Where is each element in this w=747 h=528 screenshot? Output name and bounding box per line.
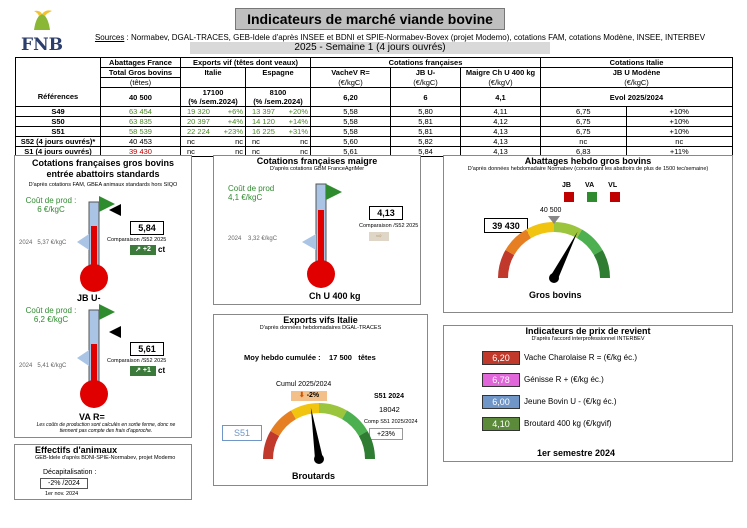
sources-line: Sources : Normabev, DGAL-TRACES, GEB-Ide… (85, 33, 715, 42)
cost-indicator-row: 6,00 Jeune Bovin U - (€/kg éc.) (482, 395, 682, 409)
cost-label: Jeune Bovin U - (€/kg éc.) (524, 397, 617, 406)
panel-effectifs: Effectifs d'animaux GEB-Idele d'après BD… (14, 444, 192, 500)
gauge-needle (310, 407, 323, 460)
sources-label: Sources (94, 33, 125, 42)
bull-logo-icon (34, 10, 52, 30)
gauge-segment (291, 403, 319, 420)
week-box: S51 (222, 425, 262, 441)
cost-value: 6,20 (482, 351, 520, 365)
maigre-value: 4,13 (369, 206, 403, 220)
exports-gauge (263, 403, 375, 464)
abattages-value: 39 430 (484, 218, 528, 233)
cost-value: 6,00 (482, 395, 520, 409)
gauge-segment (263, 431, 280, 459)
gauge-segment (577, 229, 603, 255)
cost-indicator-row: 6,78 Génisse R + (€/kg éc.) (482, 373, 682, 387)
maigre-name: Ch U 400 kg (309, 291, 361, 301)
references-row: Références 40 500 17100 (% /sem.2024) 810… (15, 87, 733, 107)
cost-label: Génisse R + (€/kg éc.) (524, 375, 604, 384)
gauge-segment (593, 250, 610, 278)
va-name: VA R= (79, 412, 105, 422)
abattages-reference: 40 500 (540, 207, 562, 214)
gauge-segment (319, 403, 347, 420)
gauge-label: Gros bovins (529, 290, 582, 300)
panel-prix-revient: Indicateurs de prix de revient D'après l… (443, 325, 733, 462)
table-row: S49 63 454 19 320 +6% 13 397 +20% 5,58 5,80 4,11… (15, 106, 733, 117)
logo-text: FNB (21, 35, 63, 55)
gauge-segment (270, 410, 296, 436)
legend-va-swatch (587, 192, 597, 202)
sources-text: : Normabev, DGAL-TRACES, GEB-Idele d'apr… (124, 33, 706, 42)
gauge-segment (554, 222, 582, 239)
va-delta: ↗ +1 (130, 366, 156, 376)
cumul-down-arrow-icon: ⬇ (298, 392, 305, 399)
comp-value: +23% (369, 428, 403, 440)
page-title: Indicateurs de marché viande bovine (235, 8, 505, 30)
fnb-logo: FNB (12, 8, 72, 54)
va-thermometer-icon (77, 304, 121, 408)
market-table: Abattages France Exports vif (têtes dont… (15, 57, 733, 157)
gauge-label: Broutards (292, 471, 336, 481)
gauge-hub (314, 454, 324, 464)
jb-value: 5,84 (130, 221, 164, 235)
cost-value: 4,10 (482, 417, 520, 431)
cost-label: Broutard 400 kg (€/kgvif) (524, 419, 612, 428)
panel-exports-vifs: Exports vifs Italie D'après données hebd… (213, 314, 428, 486)
panel-cotations-gros-bovins: Cotations françaises gros bovins entrée … (14, 155, 192, 438)
cost-indicator-row: 6,20 Vache Charolaise R = (€/kg éc.) (482, 351, 682, 365)
period-label: 1er semestre 2024 (537, 448, 616, 458)
abattages-gauge (498, 216, 610, 283)
table-row: S50 63 835 20 397 +4% 14 120 +14% 5,58 5,81 4,12… (15, 116, 733, 127)
panel-title: Cotations françaises gros bovins entrée … (31, 158, 175, 179)
cost-label: Vache Charolaise R = (€/kg éc.) (524, 353, 638, 362)
gauge-segment (498, 250, 515, 278)
decapitalisation-value: -2% /2024 (40, 478, 88, 489)
panel-note: D'après cotations FAM, GBEA animaux stan… (28, 182, 178, 188)
jb-delta: ↗ +2 (130, 245, 156, 255)
gauge-segment (505, 229, 531, 255)
week-banner: 2025 - Semaine 1 (4 jours ouvrés) (190, 42, 550, 54)
gauge-hub (549, 273, 559, 283)
jb-thermometer-icon (77, 196, 121, 292)
cumul-badge: ⬇ -2% (291, 391, 327, 401)
jb-name: JB U- (77, 293, 101, 303)
cost-value: 6,78 (482, 373, 520, 387)
reference-marker-icon (548, 216, 560, 224)
va-value: 5,61 (130, 342, 164, 356)
gauge-needle (550, 231, 578, 280)
legend-vl-swatch (610, 192, 620, 202)
table-row: S52 (4 jours ouvrés)* 40 453 nc nc nc nc 5,60 5… (15, 136, 733, 147)
legend-jb-swatch (564, 192, 574, 202)
table-row: S51 58 539 22 224 +23% 16 225 +31% 5,58 5,81 4,1… (15, 126, 733, 137)
maigre-thermometer-icon (302, 183, 342, 288)
maigre-delta-icon: ⇨ (369, 232, 389, 241)
gauge-segment (526, 222, 554, 239)
gauge-segment (358, 431, 375, 459)
panel-abattages-hebdo: Abattages hebdo gros bovins D'après donn… (443, 155, 733, 313)
panel-cotations-maigre: Cotations françaises maigre D'après cota… (213, 155, 421, 305)
cost-indicator-row: 4,10 Broutard 400 kg (€/kgvif) (482, 417, 682, 431)
gauge-segment (342, 410, 368, 436)
